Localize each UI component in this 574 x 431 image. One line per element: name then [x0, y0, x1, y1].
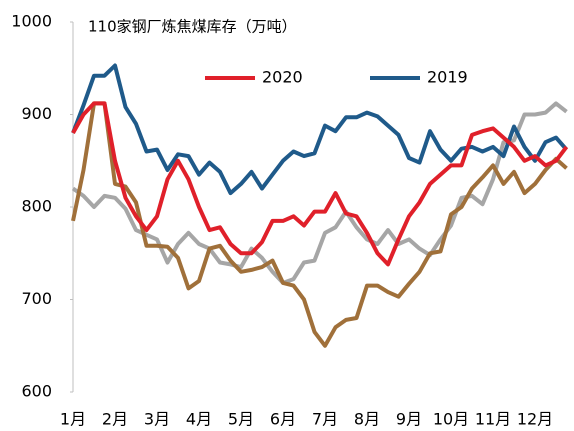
x-tick-label: 10月 — [433, 410, 469, 429]
x-tick-label: 6月 — [270, 410, 296, 429]
x-tick-label: 9月 — [396, 410, 422, 429]
legend-label: 2020 — [262, 68, 303, 87]
y-tick-label: 1000 — [11, 12, 52, 31]
series-line — [71, 101, 568, 285]
x-tick-label: 12月 — [517, 410, 553, 429]
y-tick-label: 900 — [21, 104, 52, 123]
y-tick-label: 700 — [21, 289, 52, 308]
y-tick-label: 800 — [21, 197, 52, 216]
x-tick-label: 5月 — [228, 410, 254, 429]
legend-label: 2019 — [427, 68, 468, 87]
x-tick-label: 2月 — [102, 410, 128, 429]
series-line — [71, 101, 568, 348]
series-line — [71, 101, 569, 267]
chart-title: 110家钢厂炼焦煤库存（万吨） — [88, 18, 297, 36]
series-line — [71, 63, 569, 196]
x-tick-label: 11月 — [475, 410, 511, 429]
y-tick-label: 600 — [21, 382, 52, 401]
x-tick-label: 4月 — [186, 410, 212, 429]
x-tick-label: 8月 — [354, 410, 380, 429]
x-tick-label: 3月 — [144, 410, 170, 429]
x-tick-label: 1月 — [60, 410, 86, 429]
x-tick-label: 7月 — [312, 410, 338, 429]
